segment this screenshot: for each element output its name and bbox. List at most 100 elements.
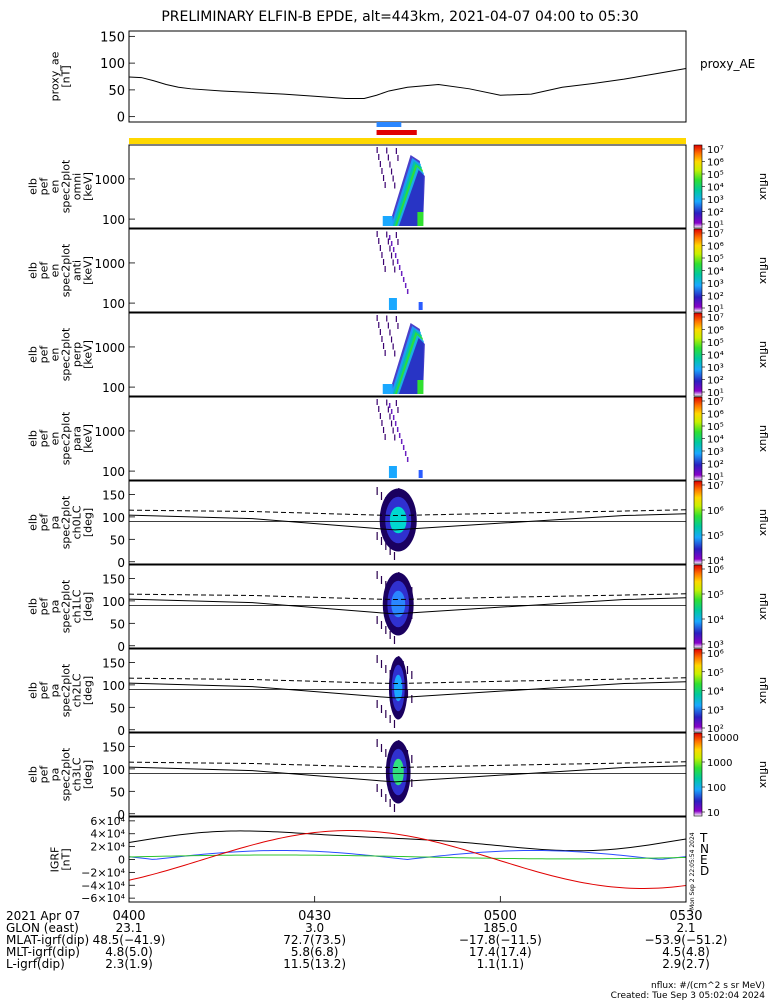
y-axis-label: spec2plot — [60, 159, 73, 213]
spectrogram-cell — [406, 690, 409, 698]
spectrogram-cell — [394, 350, 396, 357]
spectrogram-cell — [397, 323, 399, 329]
spectrogram-cell — [384, 350, 386, 356]
colorbar-tick-label: 10² — [707, 376, 724, 387]
x-row-value: −53.9(−51.2) — [645, 933, 728, 947]
panel-frame — [128, 816, 687, 903]
spectrogram-cell — [376, 739, 378, 747]
spectrogram-cell — [389, 245, 391, 252]
spectrogram-cell — [390, 168, 393, 175]
colorbar-tick-label: 10⁷ — [707, 229, 724, 240]
panels: proxy_ae[nT]050100150proxy_AEelbpefenspe… — [27, 30, 771, 905]
spectrogram-cell — [380, 744, 383, 752]
spectrogram-cell — [406, 666, 409, 674]
spectrogram-cell — [376, 655, 378, 663]
spectrogram-cell — [395, 316, 397, 322]
colorbar-tick-label: 10⁶ — [707, 506, 724, 517]
y-axis-label: pa — [49, 768, 62, 782]
spectrogram-cell — [394, 421, 397, 426]
spectrogram-cell — [394, 182, 396, 189]
spectrogram-cell — [393, 636, 396, 644]
panel-frame — [128, 480, 687, 565]
plot-title: PRELIMINARY ELFIN-B EPDE, alt=443km, 202… — [161, 9, 638, 25]
spectrogram-cell — [379, 413, 381, 419]
x-row-label: MLAT-igrf(dip) — [6, 933, 89, 947]
units-note: nflux: #/(cm^2 s sr MeV) — [651, 981, 765, 991]
x-row-value: 2.9(2.7) — [662, 957, 710, 971]
spectrogram-cell — [380, 576, 383, 584]
spectrogram-cell — [385, 710, 387, 718]
spectrogram-cell — [376, 399, 378, 405]
y-tick-label: 0 — [118, 854, 125, 867]
x-row-value: 17.4(17.4) — [469, 945, 532, 959]
anti-loss-cone-line — [128, 593, 687, 601]
spectrogram-cell — [402, 277, 405, 282]
spectrogram-cell — [392, 427, 394, 434]
colorbar — [693, 144, 703, 229]
spectrogram-cell — [411, 755, 413, 763]
y-axis-label: en — [49, 264, 62, 278]
x-row-label: 2021 Apr 07 — [6, 909, 80, 923]
y-tick-label: 2×10⁴ — [90, 841, 125, 854]
y-axis-label: [keV] — [82, 172, 95, 201]
colorbar — [693, 648, 703, 733]
spectrogram-cell — [393, 804, 396, 812]
spectrogram-cell — [395, 400, 397, 406]
y-tick-label: −4×10⁴ — [81, 879, 125, 892]
x-row-value: 2.3(1.9) — [105, 957, 153, 971]
spectrogram-cell — [397, 239, 399, 245]
spectrogram-cell — [382, 343, 385, 349]
spectrogram-cell — [389, 161, 391, 168]
spectrogram-cell — [394, 266, 396, 273]
colorbar-tick-label: 10000 — [707, 733, 739, 744]
y-tick-label: −2×10⁴ — [81, 866, 125, 879]
spectrogram-cell — [376, 784, 378, 792]
spectrogram-cell — [395, 232, 397, 238]
panel-frame — [128, 228, 687, 313]
colorbar-tick-label: 10⁷ — [707, 481, 724, 492]
spectrogram-cell — [418, 470, 423, 478]
spectrogram-cell — [392, 415, 395, 420]
spectrogram-cell — [397, 155, 399, 161]
spectrogram-cell — [381, 336, 383, 342]
y-axis-label: para — [71, 426, 84, 451]
colorbar-tick-label: 10⁷ — [707, 313, 724, 324]
y-tick-label: 100 — [102, 679, 125, 693]
colorbar-tick-label: 10⁵ — [707, 338, 724, 349]
y-axis-label: [deg] — [82, 760, 95, 789]
panel-en_spec_perp: elbpefenspec2plotperp[keV]100100010⁷10⁶1… — [27, 312, 770, 399]
spectrogram-cell — [382, 175, 385, 181]
y-tick-label: 6×10⁴ — [90, 815, 125, 828]
colorbar-label: nflux — [757, 593, 770, 621]
y-axis-label: omni — [71, 173, 84, 200]
colorbar-tick-label: 10⁷ — [707, 145, 724, 156]
spectrogram-cell — [417, 212, 424, 226]
spectrogram-cell — [388, 403, 391, 408]
spectrogram-cell — [382, 216, 393, 226]
spectrogram-cell — [380, 621, 383, 629]
y-axis-label: pef — [38, 597, 51, 616]
spectrogram-cell — [389, 329, 391, 336]
spectrogram-cell — [411, 695, 413, 703]
y-tick-label: 50 — [108, 84, 125, 99]
spectrogram-cell — [385, 794, 387, 802]
spectrogram-cell — [379, 161, 381, 167]
y-tick-label: 100 — [102, 465, 125, 479]
spectrogram-cell — [376, 616, 378, 624]
x-row-value: −17.8(−11.5) — [459, 933, 542, 947]
x-row-value: 72.7(73.5) — [283, 933, 346, 947]
y-axis-label: pef — [38, 261, 51, 280]
y-tick-label: 4×10⁴ — [90, 828, 125, 841]
spectrogram-cell — [384, 182, 386, 188]
colorbar-label: nflux — [757, 425, 770, 453]
spectrogram-cell — [406, 289, 409, 294]
spectrogram-cell — [402, 445, 405, 450]
y-tick-label: 0 — [117, 808, 125, 822]
panel-igrf: IGRF[nT] 6×10⁴4×10⁴2×10⁴0−2×10⁴−4×10⁴−6×1… — [49, 815, 710, 905]
colorbar — [693, 480, 703, 565]
y-axis-label: elb — [27, 262, 40, 279]
spectrogram-cell — [397, 407, 399, 413]
